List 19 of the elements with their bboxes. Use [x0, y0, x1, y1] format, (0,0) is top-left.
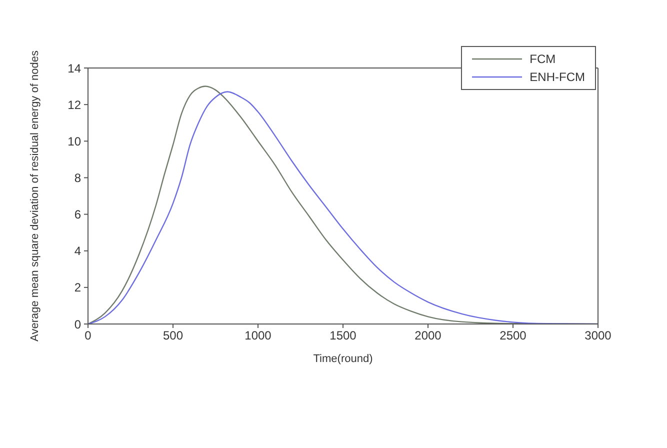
x-tick-label: 500 — [162, 328, 184, 343]
x-tick-label: 2000 — [414, 328, 442, 343]
y-tick-label: 8 — [74, 170, 82, 185]
y-tick-label: 6 — [74, 208, 82, 222]
y-tick-label: 0 — [74, 317, 82, 332]
x-tick-label: 3000 — [584, 328, 612, 343]
x-tick-label: 0 — [84, 328, 92, 343]
y-tick-label: 2 — [74, 280, 82, 295]
x-axis-title: Time(round) — [313, 353, 373, 365]
x-tick-label: 1500 — [330, 328, 357, 343]
x-tick-label: 1000 — [244, 328, 272, 343]
x-tick-label: 2500 — [500, 328, 527, 343]
legend-label: FCM — [530, 52, 556, 66]
y-tick-label: 12 — [68, 98, 82, 112]
legend-label: ENH-FCM — [530, 70, 585, 84]
y-tick-label: 14 — [68, 61, 82, 76]
y-axis-title: Average mean square deviation of residual energy of nodes — [28, 50, 41, 342]
y-tick-label: 4 — [74, 244, 82, 258]
y-tick-label: 10 — [68, 134, 82, 148]
